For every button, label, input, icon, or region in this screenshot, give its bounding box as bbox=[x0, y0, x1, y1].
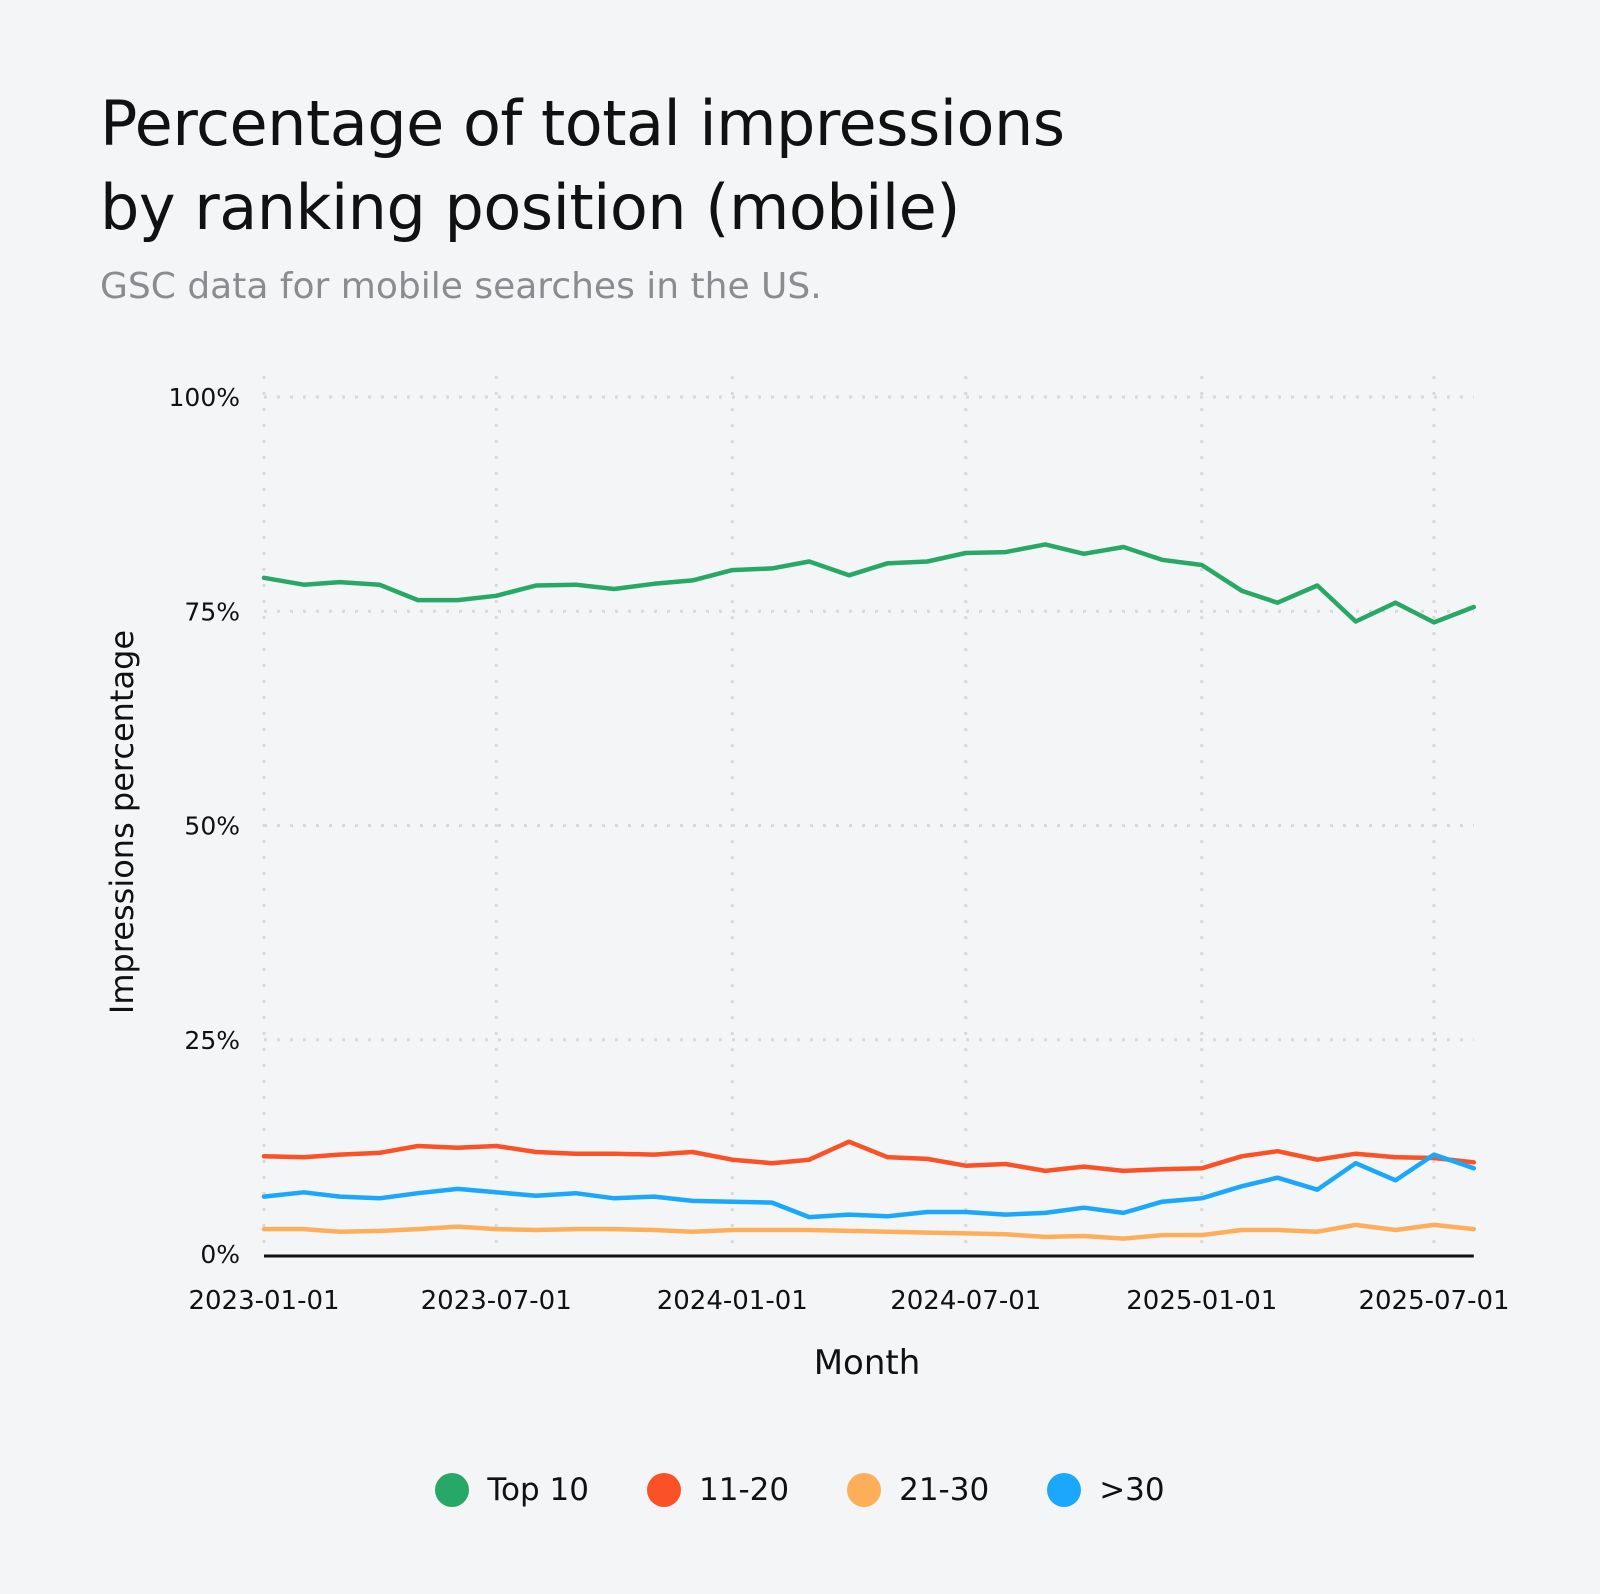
x-tick-label: 2025-01-01 bbox=[1126, 1286, 1277, 1316]
series-line-2130 bbox=[261, 1222, 1477, 1241]
chart-title-line-1: Percentage of total impressions bbox=[100, 87, 1065, 160]
y-tick-label: 75% bbox=[184, 597, 240, 626]
series-line-top10 bbox=[261, 542, 1477, 625]
y-tick-label: 0% bbox=[200, 1240, 240, 1269]
chart-subtitle: GSC data for mobile searches in the US. bbox=[100, 266, 822, 307]
legend-swatch-icon bbox=[435, 1473, 470, 1507]
legend-item: 21-30 bbox=[847, 1472, 989, 1508]
legend-label: >30 bbox=[1099, 1472, 1165, 1508]
x-axis-label: Month bbox=[814, 1343, 921, 1383]
chart-title-line-2: by ranking position (mobile) bbox=[100, 171, 960, 244]
y-tick-label: 25% bbox=[184, 1026, 240, 1055]
legend-item: >30 bbox=[1047, 1472, 1165, 1508]
series-line-30 bbox=[261, 1152, 1477, 1220]
y-tick-label: 50% bbox=[184, 812, 240, 841]
series-line-1120 bbox=[261, 1139, 1477, 1174]
x-tick-label: 2024-07-01 bbox=[890, 1286, 1041, 1316]
y-tick-label: 100% bbox=[169, 383, 240, 412]
x-tick-label: 2024-01-01 bbox=[657, 1286, 808, 1316]
chart-title: Percentage of total impressions by ranki… bbox=[100, 82, 1065, 250]
legend-label: Top 10 bbox=[487, 1472, 589, 1508]
legend-swatch-icon bbox=[647, 1473, 681, 1507]
x-tick-label: 2023-07-01 bbox=[421, 1286, 572, 1316]
legend-item: Top 10 bbox=[435, 1472, 589, 1508]
legend-item: 11-20 bbox=[647, 1472, 789, 1508]
legend-label: 21-30 bbox=[899, 1472, 990, 1508]
x-tick-label: 2025-07-01 bbox=[1358, 1286, 1509, 1316]
legend-swatch-icon bbox=[1047, 1473, 1082, 1507]
x-tick-label: 2023-01-01 bbox=[188, 1286, 339, 1316]
y-axis-label: Impressions percentage bbox=[103, 630, 141, 1014]
legend-swatch-icon bbox=[847, 1473, 882, 1507]
legend: Top 10 11-20 21-30 >30 bbox=[0, 1472, 1600, 1508]
legend-label: 11-20 bbox=[699, 1472, 790, 1508]
